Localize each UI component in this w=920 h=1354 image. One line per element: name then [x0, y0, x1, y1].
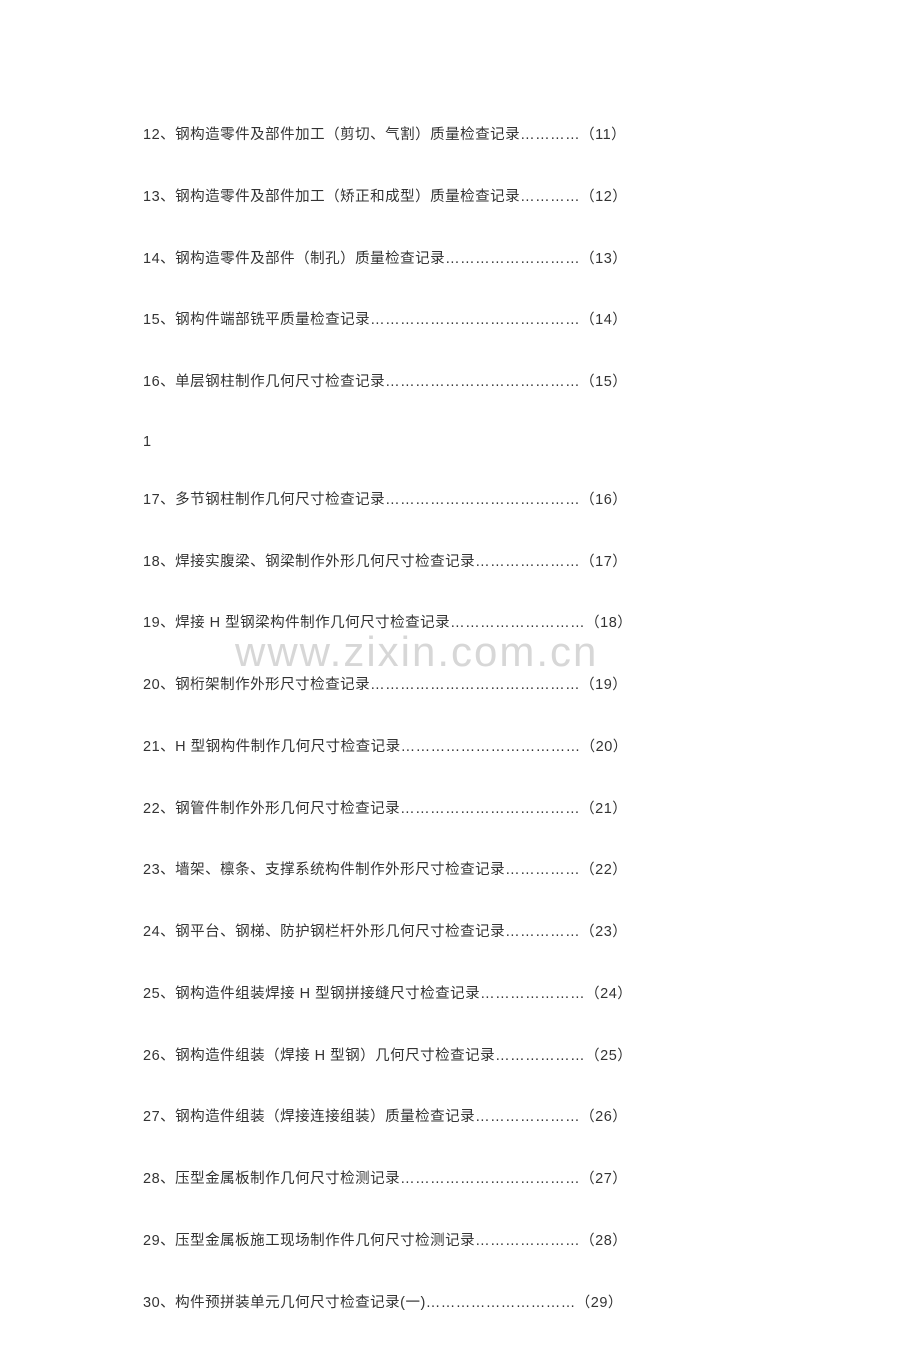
toc-item: 17、多节钢柱制作几何尺寸检查记录…………………………………（16）: [143, 490, 775, 512]
toc-item: 12、钢构造零件及部件加工（剪切、气割）质量检查记录…………（11）: [143, 125, 775, 147]
toc-item: 23、墙架、檩条、支撑系统构件制作外形尺寸检查记录……………（22）: [143, 860, 775, 882]
toc-item: 25、钢构造件组装焊接 H 型钢拼接缝尺寸检查记录…………………（24）: [143, 984, 775, 1006]
page-marker: 1: [143, 434, 775, 450]
toc-content: 12、钢构造零件及部件加工（剪切、气割）质量检查记录…………（11） 13、钢构…: [143, 125, 775, 1354]
toc-item: 16、单层钢柱制作几何尺寸检查记录…………………………………（15）: [143, 372, 775, 394]
toc-item: 20、钢桁架制作外形尺寸检查记录……………………………………（19）: [143, 675, 775, 697]
toc-item: 22、钢管件制作外形几何尺寸检查记录………………………………（21）: [143, 799, 775, 821]
toc-item: 26、钢构造件组装（焊接 H 型钢）几何尺寸检查记录………………（25）: [143, 1046, 775, 1068]
toc-item: 30、构件预拼装单元几何尺寸检查记录(一)…………………………（29）: [143, 1293, 775, 1315]
toc-item: 18、焊接实腹梁、钢梁制作外形几何尺寸检查记录…………………（17）: [143, 552, 775, 574]
toc-item: 21、H 型钢构件制作几何尺寸检查记录………………………………（20）: [143, 737, 775, 759]
toc-item: 19、焊接 H 型钢梁构件制作几何尺寸检查记录………………………（18）: [143, 613, 775, 635]
toc-item: 24、钢平台、钢梯、防护钢栏杆外形几何尺寸检查记录……………（23）: [143, 922, 775, 944]
toc-item: 27、钢构造件组装（焊接连接组装）质量检查记录…………………（26）: [143, 1107, 775, 1129]
toc-item: 15、钢构件端部铣平质量检查记录……………………………………（14）: [143, 310, 775, 332]
toc-item: 28、压型金属板制作几何尺寸检测记录………………………………（27）: [143, 1169, 775, 1191]
toc-item: 13、钢构造零件及部件加工（矫正和成型）质量检查记录…………（12）: [143, 187, 775, 209]
toc-item: 29、压型金属板施工现场制作件几何尺寸检测记录…………………（28）: [143, 1231, 775, 1253]
toc-item: 14、钢构造零件及部件（制孔）质量检查记录………………………（13）: [143, 249, 775, 271]
